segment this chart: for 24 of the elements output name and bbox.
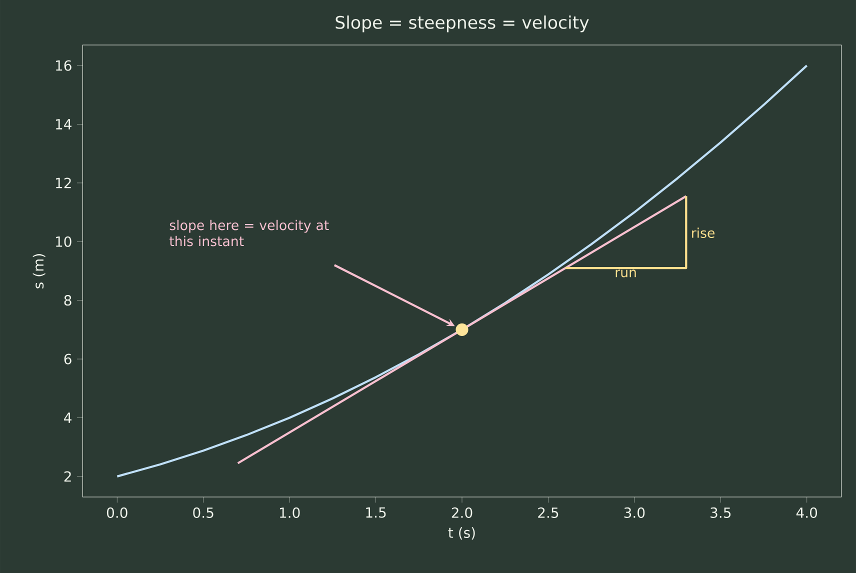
y-axis-title: s (m) xyxy=(32,254,46,288)
x-tick-label: 3.0 xyxy=(624,507,645,518)
y-tick-label: 6 xyxy=(64,354,72,364)
y-tick-label: 4 xyxy=(64,412,72,423)
chart-title: Slope = steepness = velocity xyxy=(336,16,589,32)
x-tick-label: 1.5 xyxy=(366,507,386,518)
x-tick-label: 0.5 xyxy=(193,507,214,518)
annotation: rise xyxy=(692,228,714,238)
y-tick-label: 14 xyxy=(56,119,72,130)
x-tick-label: 4.0 xyxy=(796,507,818,518)
annotation: slope here = velocity at this instant xyxy=(170,220,329,246)
x-tick-label: 2.5 xyxy=(538,507,558,518)
y-tick-label: 12 xyxy=(56,178,71,188)
line-series xyxy=(116,64,808,478)
x-tick-label: 0.0 xyxy=(106,507,128,518)
x-axis-title: t (s) xyxy=(448,527,475,540)
y-tick-label: 2 xyxy=(64,471,71,482)
y-tick-label: 10 xyxy=(56,236,72,247)
x-tick-label: 3.5 xyxy=(710,507,731,518)
x-tick-label: 2.0 xyxy=(452,507,472,518)
y-tick-label: 16 xyxy=(56,60,72,71)
y-tick-label: 8 xyxy=(64,295,72,306)
annotation: run xyxy=(616,270,636,278)
x-tick-label: 1.0 xyxy=(280,507,300,518)
